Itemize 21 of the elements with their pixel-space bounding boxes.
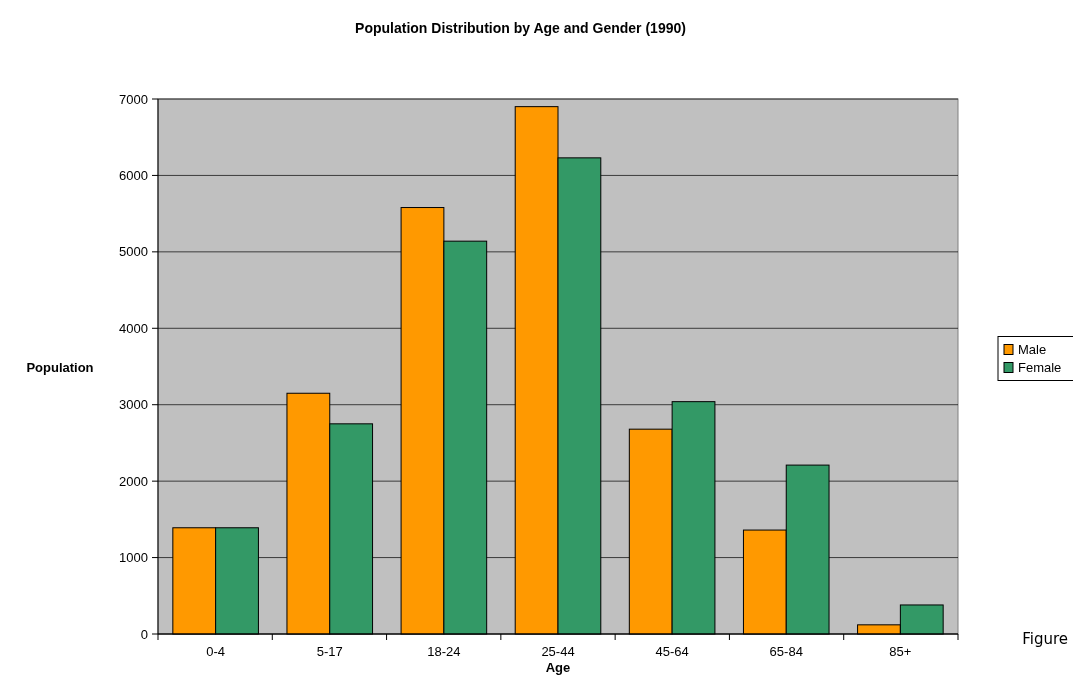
y-axis-title: Population xyxy=(26,359,94,375)
y-tick-label: 0 xyxy=(140,626,148,642)
x-tick-label: 65-84 xyxy=(769,644,803,659)
x-tick-label: 85+ xyxy=(889,644,912,659)
y-tick-label: 6000 xyxy=(119,167,148,183)
y-tick-label: 2000 xyxy=(119,473,148,489)
y-tick-label: 1000 xyxy=(119,550,148,566)
x-tick-label: 5-17 xyxy=(316,644,343,659)
y-tick-label: 3000 xyxy=(119,397,148,413)
y-tick-label: 4000 xyxy=(119,320,148,336)
chart-title: Population Distribution by Age and Gender (1990) xyxy=(355,20,686,36)
x-tick-label: 18-24 xyxy=(427,644,461,659)
text: Figure xyxy=(1022,630,1068,648)
legend-label: Male xyxy=(1018,341,1047,357)
x-tick-label: 0-4 xyxy=(206,644,226,659)
y-tick-label: 7000 xyxy=(119,91,148,107)
y-tick-label: 5000 xyxy=(119,244,148,260)
x-axis-title: Age xyxy=(545,660,571,675)
legend-label: Female xyxy=(1018,359,1062,375)
x-tick-label: 45-64 xyxy=(655,644,689,659)
x-tick-label: 25-44 xyxy=(541,644,575,659)
